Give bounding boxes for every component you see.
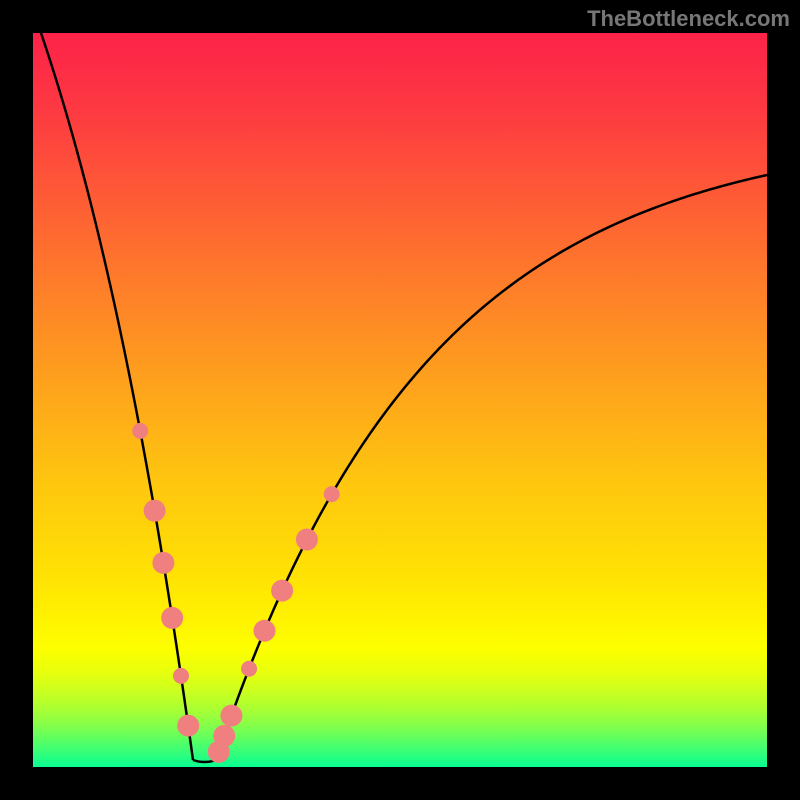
curve-marker (173, 668, 189, 684)
curve-path (216, 175, 767, 760)
curve-layer (0, 0, 800, 800)
curve-marker (132, 423, 148, 439)
curve-marker (241, 661, 257, 677)
curve-marker (152, 552, 174, 574)
curve-marker (144, 500, 166, 522)
curve-marker (220, 705, 242, 727)
curve-marker (177, 715, 199, 737)
curve-marker (296, 529, 318, 551)
watermark-text: TheBottleneck.com (587, 6, 790, 32)
curve-path (33, 10, 193, 760)
curve-marker (324, 486, 340, 502)
curve-marker (161, 607, 183, 629)
chart-container: TheBottleneck.com (0, 0, 800, 800)
curve-marker (213, 725, 235, 747)
curve-marker (271, 580, 293, 602)
curve-marker (253, 620, 275, 642)
